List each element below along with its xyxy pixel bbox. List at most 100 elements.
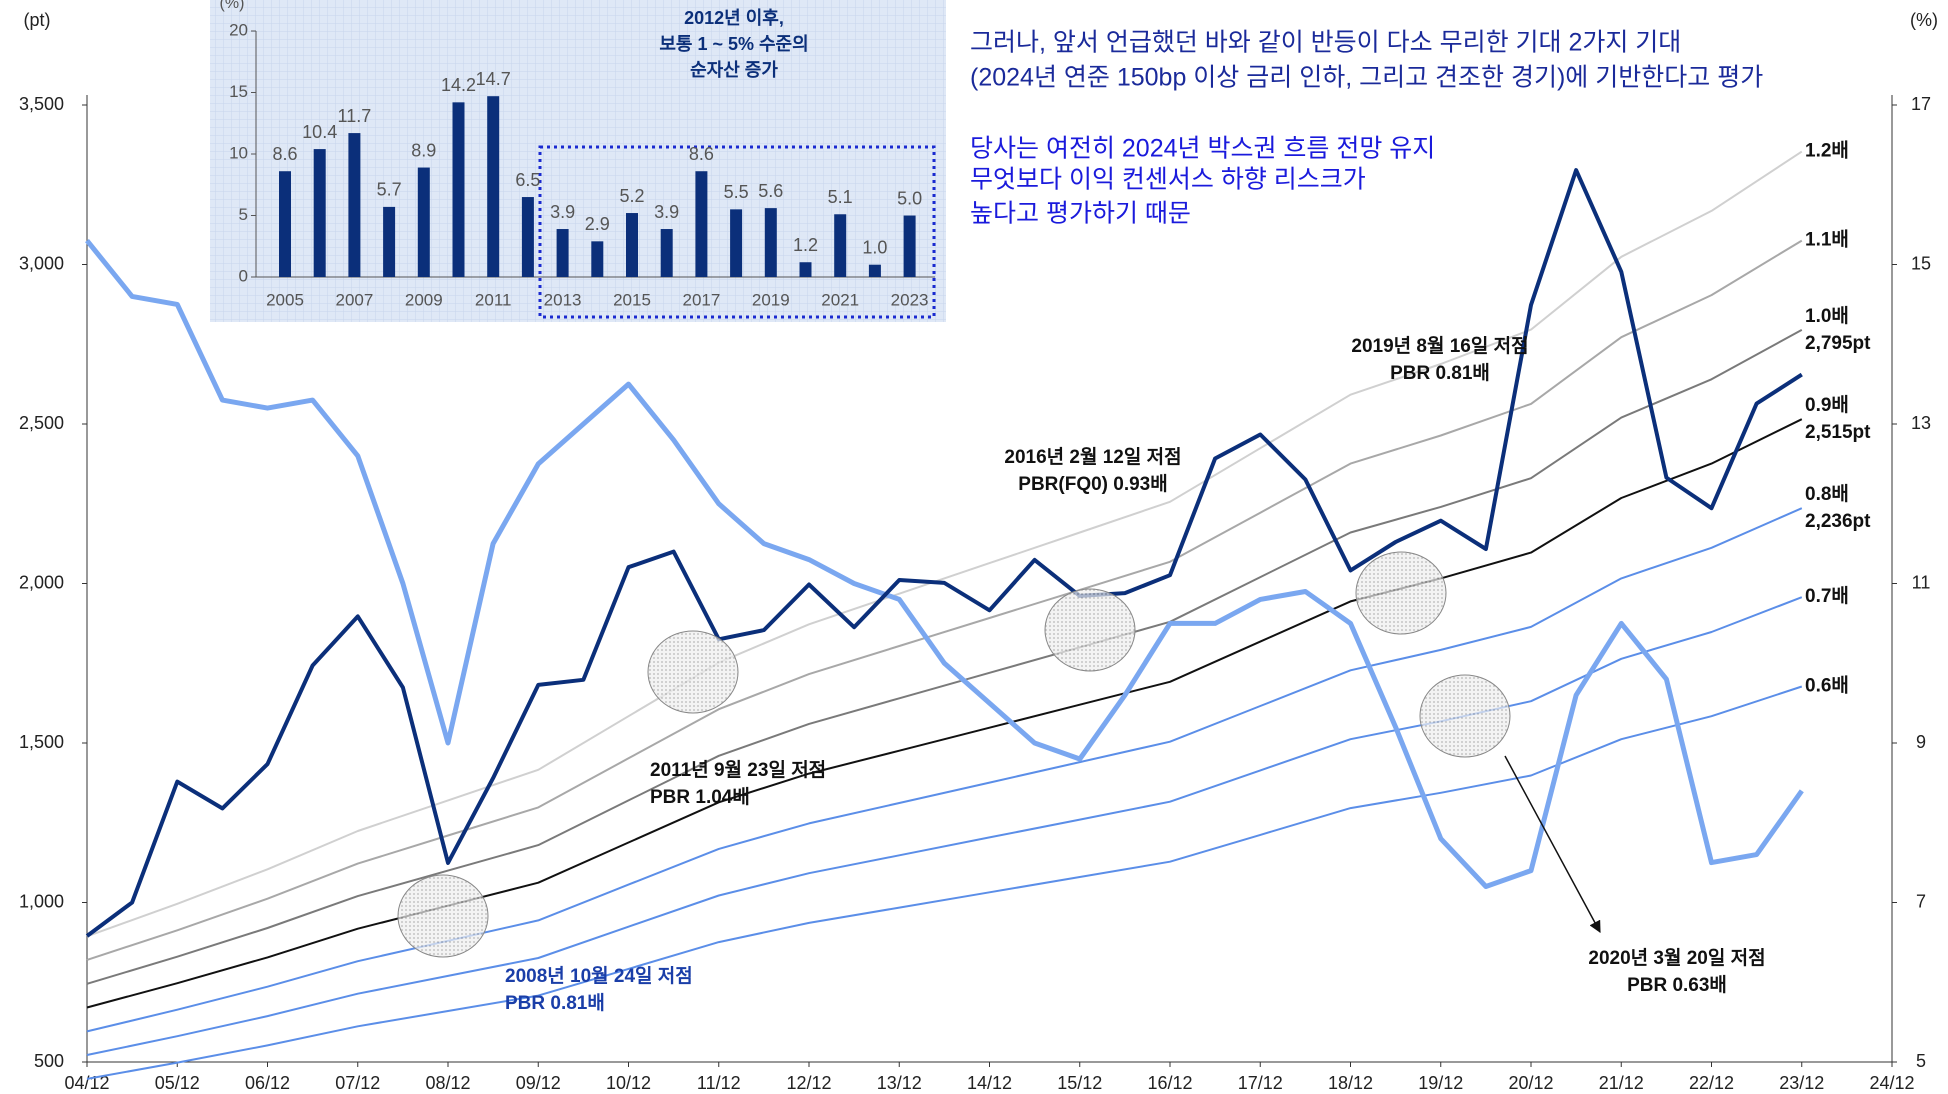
band-label: 0.8배 (1805, 483, 1849, 505)
band-label: 1.2배 (1805, 140, 1849, 162)
y-tick-label: 0 (239, 266, 248, 285)
x-tick-label: 17/12 (1238, 1073, 1283, 1093)
x-tick-label: 09/12 (516, 1073, 561, 1093)
bar (556, 229, 569, 277)
pbr-band (86, 150, 1803, 938)
y-tick-label: 2,000 (19, 572, 64, 592)
y-tick-label: 1,000 (19, 891, 64, 911)
value-label: 5.1 (828, 187, 853, 207)
bar (695, 171, 708, 277)
y-tick-label: 2,500 (19, 413, 64, 433)
y-tick-label: 20 (229, 20, 248, 39)
value-label: 14.7 (476, 69, 511, 89)
x-tick-label: 21/12 (1599, 1073, 1644, 1093)
inset-annotation: 보통 1 ~ 5% 수준의 (659, 34, 808, 54)
bar (730, 209, 743, 277)
bar (868, 264, 881, 277)
value-label: 5.5 (724, 182, 749, 202)
y-tick-label: 3,500 (19, 94, 64, 114)
axis-label: (pt) (24, 10, 51, 30)
x-tick-label: 13/12 (877, 1073, 922, 1093)
x-tick-label: 16/12 (1147, 1073, 1192, 1093)
bar (487, 96, 500, 277)
y2-tick-label: 11 (1912, 572, 1931, 592)
x-tick-label: 2015 (613, 290, 651, 309)
arrow (1504, 755, 1601, 934)
y-tick-label: 10 (229, 143, 248, 162)
bar (834, 214, 847, 277)
series-line (85, 168, 1803, 938)
annotation: PBR 0.63배 (1627, 974, 1727, 996)
bar (903, 215, 916, 277)
x-tick-label: 05/12 (155, 1073, 200, 1093)
band-label: 0.9배 (1805, 394, 1849, 416)
bar (591, 241, 604, 277)
x-tick-label: 2021 (821, 290, 859, 309)
y2-tick-label: 15 (1911, 253, 1931, 273)
value-label: 6.5 (515, 170, 540, 190)
highlight (1355, 551, 1447, 635)
annotation: PBR(FQ0) 0.93배 (1018, 473, 1167, 495)
band-label: 1.0배 (1805, 305, 1849, 327)
value-label: 3.9 (550, 202, 575, 222)
value-label: 8.6 (272, 144, 297, 164)
value-label: 5.2 (619, 186, 644, 206)
bar (452, 102, 465, 277)
x-tick-label: 24/12 (1869, 1073, 1914, 1093)
y2-tick-label: 7 (1916, 891, 1926, 911)
axis-label: (%) (1910, 10, 1938, 30)
bar (764, 208, 777, 277)
y2-tick-label: 9 (1916, 732, 1926, 752)
x-tick-label: 19/12 (1418, 1073, 1463, 1093)
highlight (1419, 674, 1511, 758)
bar (383, 206, 396, 277)
value-label: 10.4 (302, 122, 337, 142)
band-end-label: 2,236pt (1805, 511, 1871, 532)
band-end-label: 2,515pt (1805, 422, 1871, 443)
value-label: 14.2 (441, 75, 476, 95)
band-label: 1.1배 (1805, 229, 1849, 251)
annotation: PBR 0.81배 (1390, 362, 1490, 384)
x-tick-label: 07/12 (335, 1073, 380, 1093)
bar (279, 171, 291, 277)
pbr-band (86, 507, 1803, 1033)
x-tick-label: 2013 (544, 290, 582, 309)
inset-annotation: 순자산 증가 (690, 60, 778, 80)
band-label: 0.6배 (1805, 675, 1849, 697)
annotation: PBR 1.04배 (650, 786, 750, 808)
x-tick-label: 18/12 (1328, 1073, 1373, 1093)
value-label: 3.9 (654, 202, 679, 222)
band-end-label: 2,795pt (1805, 333, 1871, 354)
axis-label: (%) (220, 0, 245, 12)
value-label: 8.9 (411, 140, 436, 160)
note: 높다고 평가하기 때문 (970, 200, 1191, 228)
inset-chart: (%) 0 5 10 15 20 8.6 2005 10.411.7 2007 5.7 8.9 2009… (210, 0, 946, 322)
value-label: 8.6 (689, 144, 714, 164)
pbr-band (86, 685, 1803, 1080)
x-tick-label: 2009 (405, 290, 443, 309)
x-tick-label: 2005 (266, 290, 304, 309)
value-label: 5.7 (377, 180, 402, 200)
pbr-band (86, 596, 1803, 1056)
value-label: 2.9 (585, 214, 610, 234)
note: 당사는 여전히 2024년 박스권 흐름 전망 유지 (970, 135, 1435, 163)
bar (799, 262, 812, 277)
value-label: 5.6 (758, 181, 783, 201)
y-tick-label: 5 (239, 205, 248, 224)
bar (313, 149, 326, 277)
note: (2024년 연준 150bp 이상 금리 인하, 그리고 견조한 경기)에 기… (970, 64, 1763, 92)
bar (660, 229, 673, 277)
pbr-band (86, 418, 1803, 1009)
x-tick-label: 23/12 (1779, 1073, 1824, 1093)
x-tick-label: 14/12 (967, 1073, 1012, 1093)
y-tick-label: 15 (229, 82, 248, 101)
x-tick-label: 10/12 (606, 1073, 651, 1093)
x-tick-label: 2023 (891, 290, 929, 309)
annotation: 2016년 2월 12일 저점 (1004, 446, 1181, 468)
annotation: 2020년 3월 20일 저점 (1588, 947, 1765, 969)
inset-background (210, 0, 946, 322)
annotation: 2019년 8월 16일 저점 (1351, 335, 1528, 357)
y2-tick-label: 13 (1911, 413, 1931, 433)
bar (348, 133, 361, 277)
